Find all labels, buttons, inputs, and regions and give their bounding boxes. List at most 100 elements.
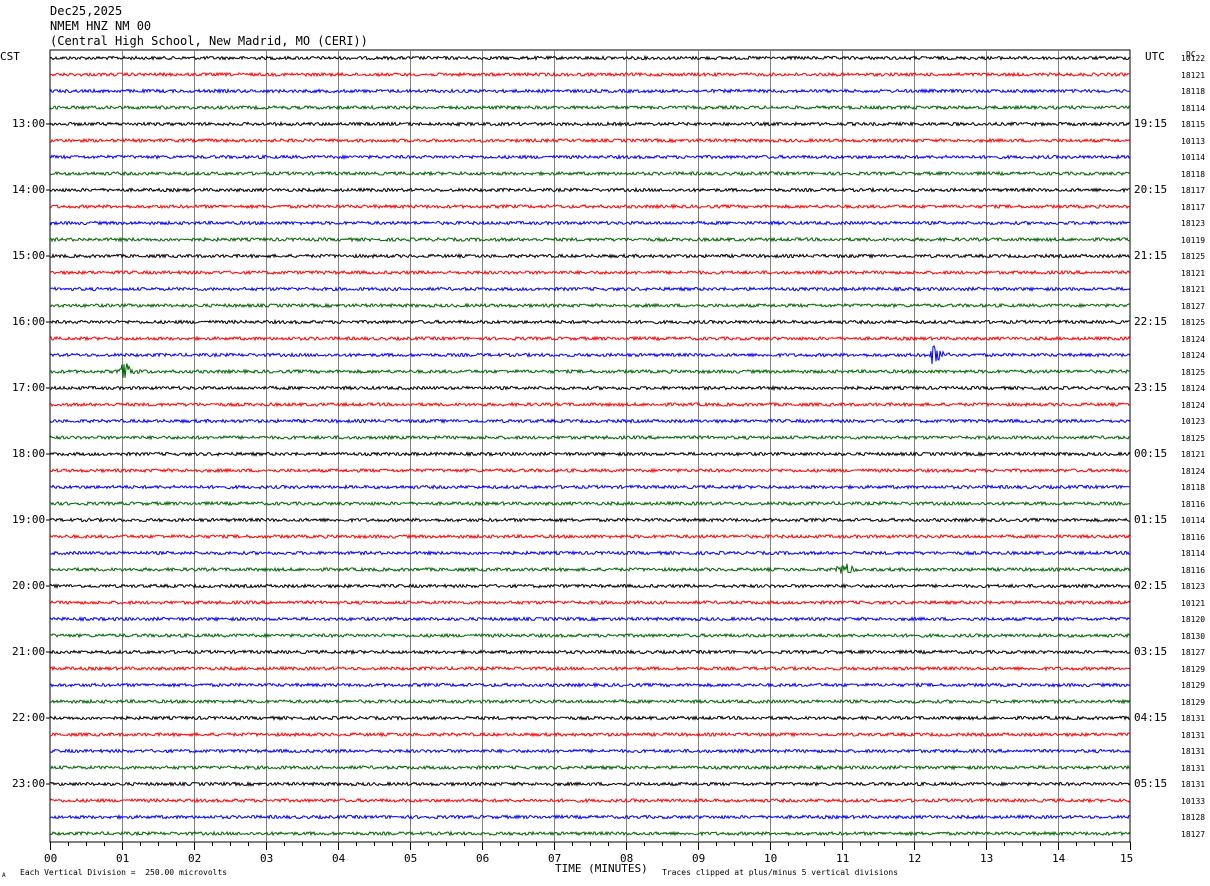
seismic-trace	[49, 516, 1131, 524]
dc-offset-label: 18118	[1181, 87, 1206, 96]
left-hour-label: 13:00	[12, 117, 46, 130]
seismic-trace	[49, 748, 1131, 755]
dc-column-label: DC	[1186, 50, 1196, 59]
plot-date: Dec25,2025	[50, 4, 123, 18]
left-hour-label: 23:00	[12, 777, 46, 790]
seismic-trace	[49, 632, 1131, 639]
seismic-trace	[49, 681, 1131, 689]
right-hour-label: 02:15	[1134, 579, 1168, 592]
dc-offset-label: 18131	[1181, 714, 1206, 723]
dc-offset-label: 18121	[1181, 70, 1206, 80]
dc-offset-label: 18121	[1181, 285, 1206, 294]
seismic-trace	[49, 615, 1131, 623]
dc-offset-label: 18125	[1181, 367, 1206, 377]
dc-offset-label: 10133	[1181, 796, 1206, 806]
dc-offset-label: 18131	[1181, 730, 1206, 740]
dc-offset-label: 18127	[1181, 829, 1206, 839]
seismic-trace	[49, 549, 1130, 557]
dc-offset-label: 18117	[1181, 186, 1206, 195]
x-tick-label: 05	[404, 852, 418, 865]
dc-offset-label: 10114	[1181, 153, 1206, 162]
dc-offset-label: 18115	[1181, 120, 1206, 129]
right-timezone-label: UTC	[1145, 50, 1165, 63]
dc-offset-label: 18131	[1181, 780, 1206, 789]
dc-offset-label: 18130	[1181, 631, 1206, 641]
seismic-trace	[49, 583, 1131, 590]
dc-offset-label: 18125	[1181, 318, 1206, 327]
dc-offset-label: 18114	[1181, 103, 1206, 113]
dc-offset-label: 18123	[1181, 219, 1206, 228]
dc-offset-label: 18125	[1181, 252, 1206, 261]
x-tick-label: 07	[548, 852, 562, 865]
seismic-trace	[49, 54, 1131, 62]
x-tick-label: 00	[44, 852, 58, 865]
dc-offset-label: 18118	[1181, 483, 1206, 492]
seismic-trace	[49, 137, 1131, 144]
dc-offset-label: 18131	[1181, 763, 1206, 773]
left-hour-label: 16:00	[12, 315, 46, 328]
dc-offset-label: 10113	[1181, 136, 1206, 146]
seismic-trace	[49, 153, 1131, 161]
x-tick-label: 04	[332, 852, 346, 865]
dc-offset-label: 18118	[1181, 169, 1206, 179]
right-hour-label: 04:15	[1134, 711, 1168, 724]
seismic-trace	[49, 71, 1131, 78]
x-tick-label: 01	[116, 852, 130, 865]
left-timezone-label: CST	[0, 50, 20, 63]
seismic-trace	[49, 434, 1131, 441]
dc-offset-label: 18125	[1181, 433, 1206, 443]
seismic-trace	[49, 500, 1131, 507]
seismic-trace	[49, 599, 1131, 606]
dc-offset-label: 18123	[1181, 582, 1206, 591]
right-hour-label: 23:15	[1134, 381, 1168, 394]
dc-offset-label: 18131	[1181, 747, 1206, 756]
x-tick-label: 15	[1120, 852, 1134, 865]
x-tick-label: 13	[980, 852, 994, 865]
right-hour-label: 19:15	[1134, 117, 1168, 130]
left-hour-label: 20:00	[12, 579, 46, 592]
dc-offset-label: 18124	[1181, 466, 1206, 476]
dc-offset-label: 18129	[1181, 697, 1206, 707]
right-hour-label: 03:15	[1134, 645, 1168, 658]
x-tick-label: 09	[692, 852, 706, 865]
right-hour-label: 01:15	[1134, 513, 1168, 526]
right-hour-label: 21:15	[1134, 249, 1168, 262]
dc-offset-label: 18121	[1181, 268, 1206, 278]
x-tick-label: 08	[620, 852, 634, 865]
seismic-trace	[49, 269, 1131, 276]
seismic-trace	[49, 417, 1131, 425]
left-hour-label: 19:00	[12, 513, 46, 526]
dc-offset-label: 10123	[1181, 417, 1206, 426]
seismic-trace	[50, 252, 1131, 260]
seismic-trace	[49, 715, 1131, 722]
seismic-trace	[49, 665, 1131, 672]
seismic-trace	[49, 563, 1131, 574]
seismic-trace	[49, 345, 1131, 365]
seismic-trace	[49, 467, 1131, 474]
seismic-trace	[49, 813, 1131, 820]
scale-note: Each Vertical Division = 250.00 microvol…	[20, 868, 228, 877]
seismic-trace	[49, 186, 1130, 194]
seismic-trace	[49, 87, 1131, 95]
left-hour-label: 18:00	[12, 447, 46, 460]
seismic-trace	[49, 302, 1131, 309]
dc-offset-label: 18121	[1181, 450, 1206, 459]
x-tick-label: 14	[1052, 852, 1066, 865]
dc-offset-label: 18124	[1181, 351, 1206, 360]
seismic-trace	[49, 731, 1131, 738]
dc-offset-label: 18128	[1181, 813, 1206, 822]
seismic-trace	[49, 318, 1131, 325]
dc-offset-label: 18129	[1181, 664, 1206, 674]
dc-offset-label: 18116	[1181, 565, 1206, 575]
right-hour-label: 22:15	[1134, 315, 1168, 328]
clip-note: Traces clipped at plus/minus 5 vertical …	[662, 868, 899, 877]
dc-offset-label: 18124	[1181, 400, 1206, 410]
seismic-trace	[49, 764, 1131, 771]
x-axis-label: TIME (MINUTES)	[555, 862, 648, 875]
seismic-trace	[49, 797, 1131, 804]
seismic-trace	[49, 104, 1131, 111]
seismic-trace	[49, 450, 1131, 458]
left-hour-label: 21:00	[12, 645, 46, 658]
dc-offset-label: 18117	[1181, 202, 1206, 212]
